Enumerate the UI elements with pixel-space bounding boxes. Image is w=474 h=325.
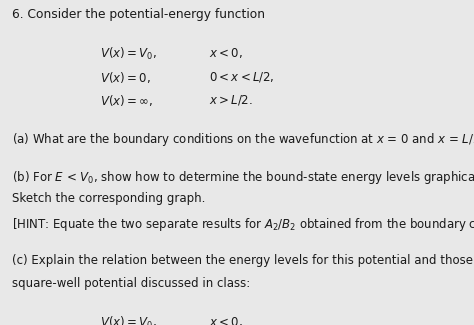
Text: $V(x) = V_0,$: $V(x) = V_0,$ — [100, 315, 156, 325]
Text: $V(x) = 0,$: $V(x) = 0,$ — [100, 70, 150, 84]
Text: $x > L/2.$: $x > L/2.$ — [209, 93, 252, 107]
Text: 6. Consider the potential-energy function: 6. Consider the potential-energy functio… — [12, 8, 265, 21]
Text: (c) Explain the relation between the energy levels for this potential and those : (c) Explain the relation between the ene… — [12, 254, 474, 267]
Text: $0 < x < L/2,$: $0 < x < L/2,$ — [209, 70, 274, 84]
Text: square-well potential discussed in class:: square-well potential discussed in class… — [12, 277, 250, 290]
Text: [HINT: Equate the two separate results for $A_2$/$B_2$ obtained from the boundar: [HINT: Equate the two separate results f… — [12, 216, 474, 233]
Text: $x < 0,$: $x < 0,$ — [209, 315, 242, 325]
Text: (a) What are the boundary conditions on the wavefunction at $x$ = 0 and $x$ = $L: (a) What are the boundary conditions on … — [12, 131, 474, 148]
Text: (b) For $E$ < $V_0$, show how to determine the bound-state energy levels graphic: (b) For $E$ < $V_0$, show how to determi… — [12, 169, 474, 186]
Text: $V(x) = V_0,$: $V(x) = V_0,$ — [100, 46, 156, 62]
Text: Sketch the corresponding graph.: Sketch the corresponding graph. — [12, 192, 205, 205]
Text: $V(x) = \infty,$: $V(x) = \infty,$ — [100, 93, 153, 108]
Text: $x < 0,$: $x < 0,$ — [209, 46, 242, 60]
